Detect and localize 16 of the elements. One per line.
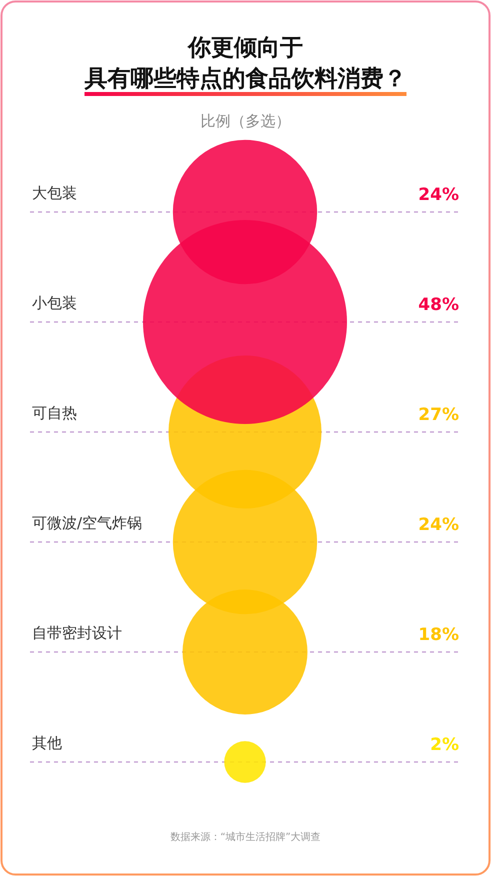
category-label: 小包装 <box>32 294 77 312</box>
category-label: 自带密封设计 <box>32 624 122 642</box>
category-label: 其他 <box>32 734 62 752</box>
data-label: 48% <box>418 295 459 315</box>
data-label: 27% <box>418 405 459 425</box>
source-note: 数据来源：“城市生活招牌”大调查 <box>170 831 321 843</box>
data-label: 24% <box>418 515 459 535</box>
data-label: 24% <box>418 185 459 205</box>
category-label: 可微波/空气炸锅 <box>32 514 142 532</box>
data-label: 18% <box>418 625 459 645</box>
text: 比例（多选） <box>200 112 290 130</box>
category-label: 大包装 <box>32 184 77 202</box>
data-label: 2% <box>430 735 459 755</box>
category-label: 可自热 <box>32 404 77 422</box>
text: 具有哪些特点的食品饮料消费？ <box>84 66 406 92</box>
text: 你更倾向于 <box>187 35 303 61</box>
